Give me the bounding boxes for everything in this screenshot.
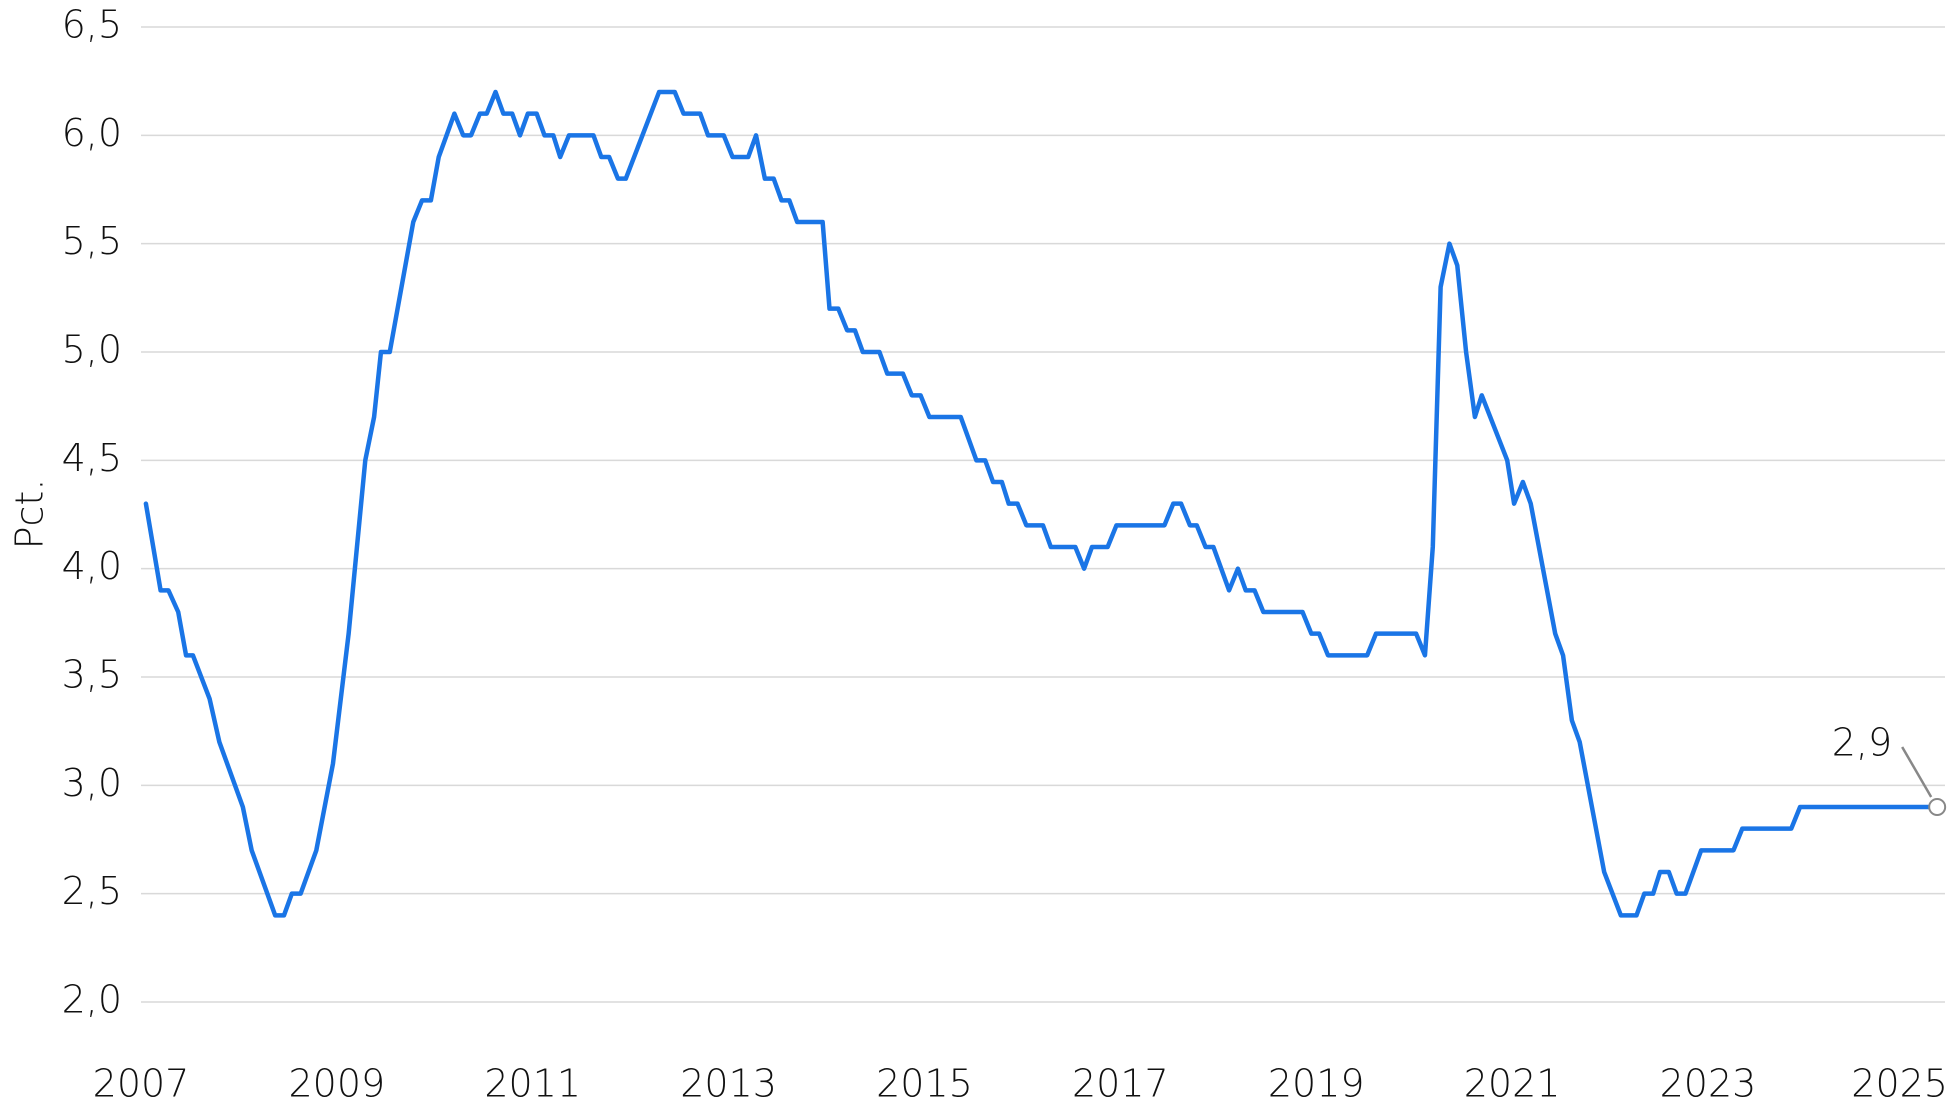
annotation: 2,9 [1832,721,1892,765]
end-marker [1928,798,1947,816]
x-tick-label: 2009 [289,1062,386,1106]
y-tick-label: 5,5 [62,219,122,263]
y-tick-label: 3,0 [62,761,122,805]
x-tick-label: 2023 [1660,1062,1757,1106]
x-tick-label: 2021 [1464,1062,1561,1106]
y-tick-label: 2,5 [62,869,122,913]
y-tick-label: 6,5 [62,3,122,47]
x-tick-label: 2025 [1851,1062,1948,1106]
y-tick-label: 4,0 [62,544,122,588]
x-tick-label: 2011 [484,1062,581,1106]
data-line [143,89,1940,918]
y-axis-label: Pct. [8,479,52,550]
annotation-leader [1901,746,1933,798]
x-tick-label: 2019 [1268,1062,1365,1106]
x-tick-label: 2013 [680,1062,777,1106]
y-tick-label: 6,0 [62,111,122,155]
x-tick-label: 2017 [1072,1062,1169,1106]
x-tick-label: 2015 [876,1062,973,1106]
y-tick-label: 3,5 [62,653,122,697]
y-tick-label: 2,0 [62,978,122,1022]
x-tick-label: 2007 [93,1062,190,1106]
y-tick-label: 4,5 [62,436,122,480]
y-tick-label: 5,0 [62,328,122,372]
